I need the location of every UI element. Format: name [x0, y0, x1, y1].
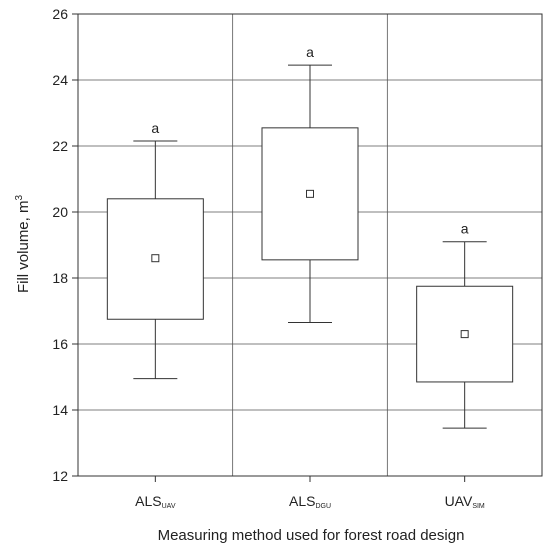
group-letter: a [151, 120, 159, 136]
x-tick-label: UAVSIM [445, 493, 485, 510]
x-tick-label: ALSUAV [135, 493, 176, 510]
mean-marker [151, 254, 160, 263]
mean-marker [306, 189, 314, 198]
axes: 12 14 16 18 20 22 24 26 ALSUAV ALSDGU UAVSIM [52, 6, 543, 510]
group-letter: a [461, 221, 469, 237]
y-tick-label: 14 [52, 402, 68, 418]
x-tick-label: ALSDGU [289, 493, 331, 510]
y-tick-label: 24 [52, 72, 68, 88]
x-axis-label: Measuring method used for forest road de… [158, 527, 465, 544]
group-letter: a [306, 44, 314, 60]
y-tick-label: 22 [52, 138, 68, 154]
box-plot-series: a a a [106, 44, 514, 429]
y-tick-label: 18 [52, 270, 68, 286]
y-tick-label: 20 [52, 204, 68, 220]
y-tick-label: 16 [52, 336, 68, 352]
y-tick-label: 12 [52, 468, 68, 484]
mean-marker [460, 330, 469, 339]
y-tick-label: 26 [52, 6, 68, 22]
y-axis-label: Fill volume, m3 [14, 195, 32, 294]
